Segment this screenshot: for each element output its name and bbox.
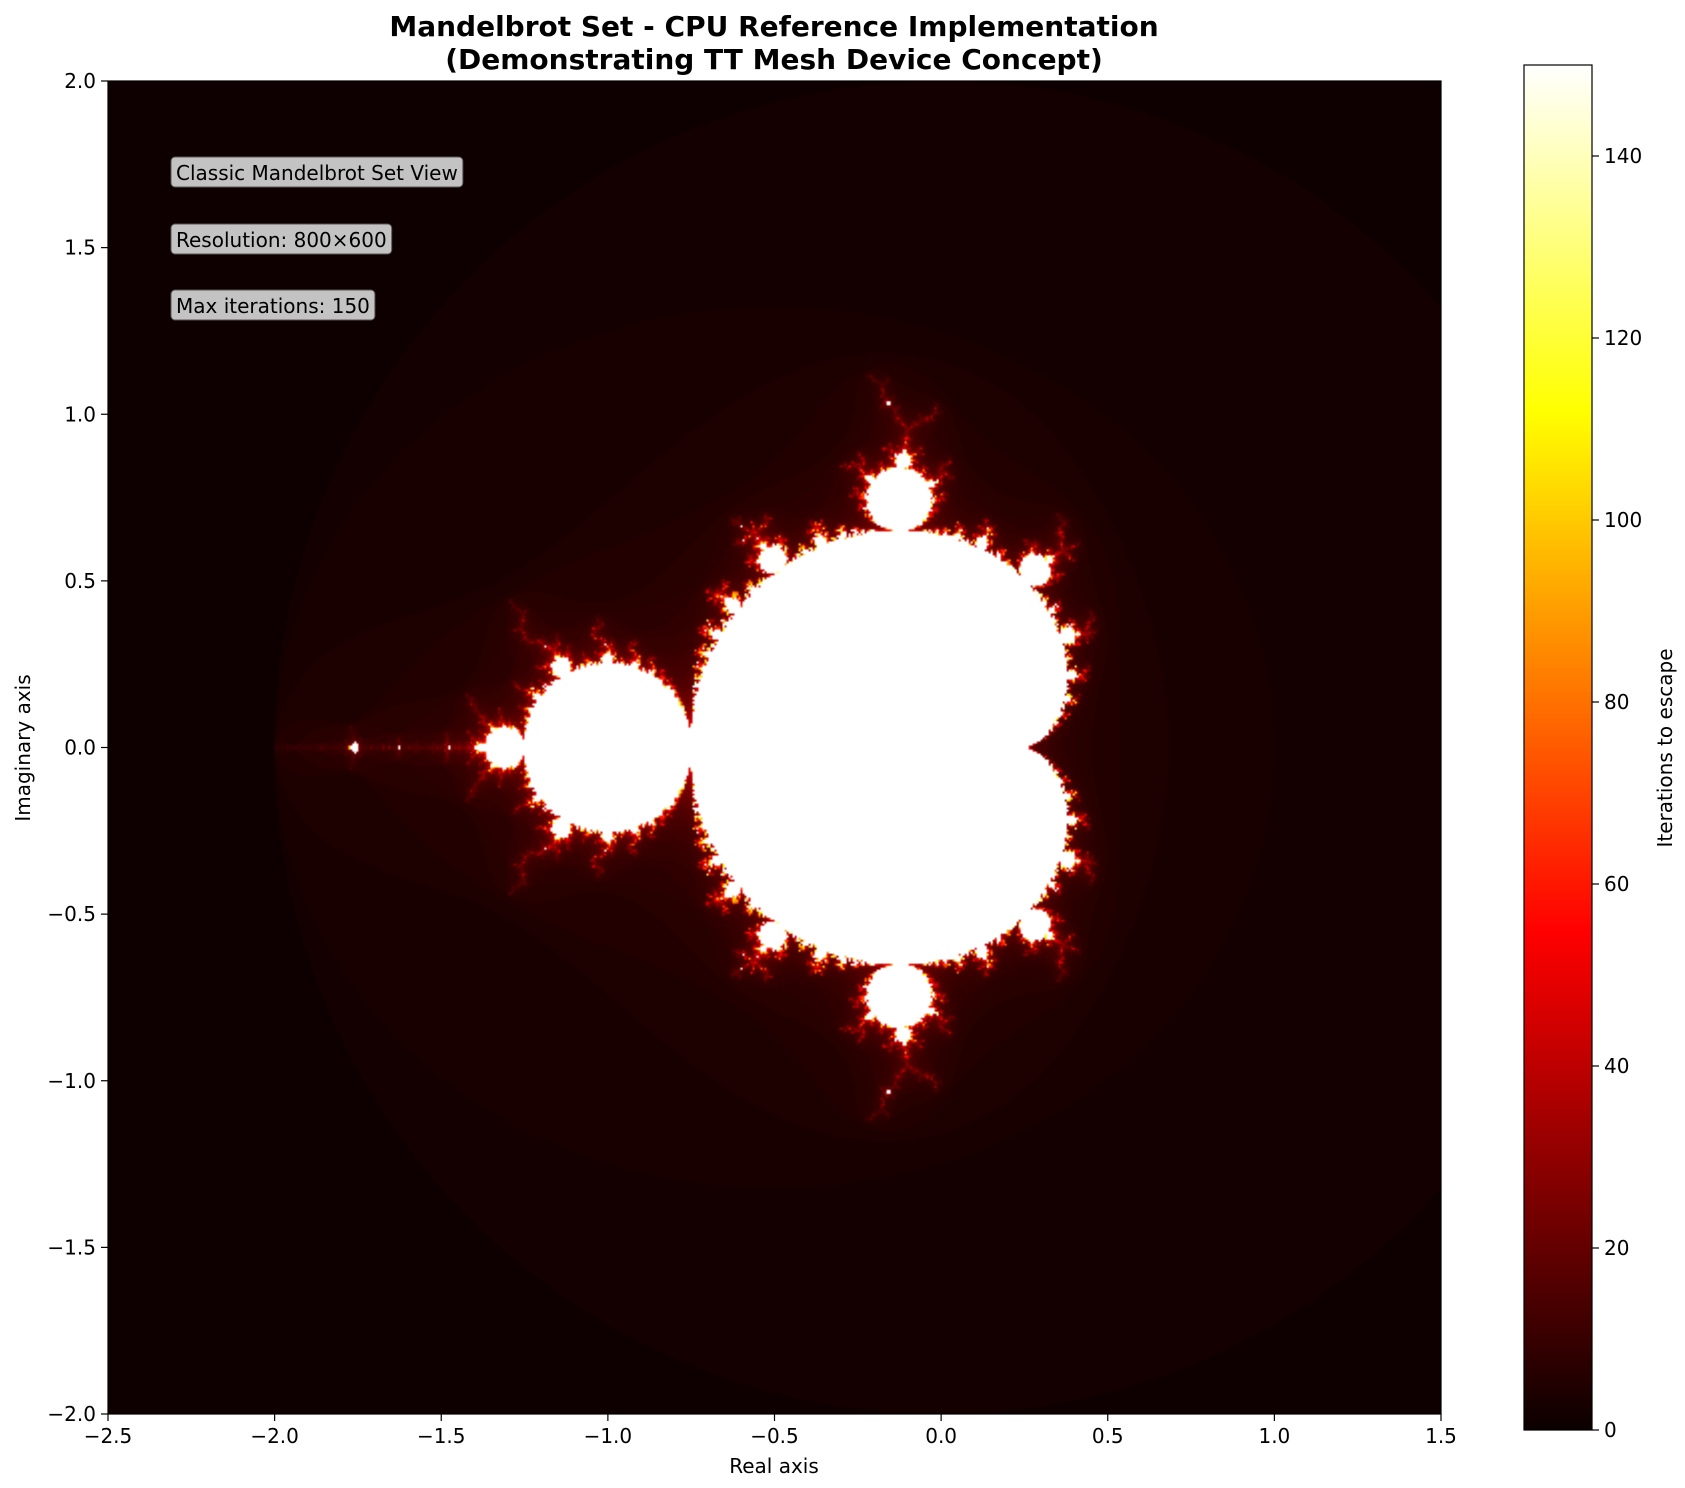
x-axis-ticks: −2.5 −2.0 −1.5 −1.0 −0.5 0.0 0.5 1.0 1.5	[84, 1414, 1457, 1448]
x-tick-label: 0.5	[1092, 1424, 1124, 1448]
y-tick-label: −1.5	[47, 1235, 96, 1259]
mandelbrot-heatmap	[108, 81, 1441, 1414]
x-tick-label: 1.5	[1425, 1424, 1457, 1448]
annotations: Classic Mandelbrot Set View Resolution: 8…	[170, 156, 464, 321]
x-axis-label: Real axis	[729, 1454, 819, 1478]
y-tick-label: 0.0	[64, 736, 96, 760]
y-tick-label: 2.0	[64, 69, 96, 93]
colorbar-tick-label: 80	[1604, 690, 1629, 714]
colorbar-label: Iterations to escape	[1653, 648, 1677, 847]
y-tick-label: 1.0	[64, 402, 96, 426]
annotation-text: Classic Mandelbrot Set View	[176, 161, 458, 185]
x-tick-label: −2.5	[84, 1424, 133, 1448]
y-tick-label: 1.5	[64, 236, 96, 260]
y-tick-label: −1.0	[47, 1069, 96, 1093]
annotation-text: Resolution: 800×600	[176, 228, 387, 252]
x-tick-label: 0.0	[925, 1424, 957, 1448]
x-tick-label: −2.0	[250, 1424, 299, 1448]
x-tick-label: −0.5	[750, 1424, 799, 1448]
annotation-text: Max iterations: 150	[176, 294, 370, 318]
colorbar-gradient	[1523, 64, 1593, 1431]
y-tick-label: 0.5	[64, 569, 96, 593]
y-tick-label: −0.5	[47, 902, 96, 926]
y-axis-label: Imaginary axis	[11, 674, 35, 821]
chart-title-line1: Mandelbrot Set - CPU Reference Implement…	[389, 10, 1158, 43]
colorbar-tick-label: 0	[1604, 1418, 1617, 1442]
x-tick-label: 1.0	[1258, 1424, 1290, 1448]
colorbar-tick-label: 100	[1604, 508, 1642, 532]
colorbar-tick-label: 140	[1604, 144, 1642, 168]
annotation-box: Resolution: 800×600	[170, 223, 393, 255]
colorbar-tick-label: 20	[1604, 1236, 1629, 1260]
colorbar: 0 20 40 60 80 100 120 140 Iterations to escape	[1523, 64, 1677, 1442]
colorbar-ticks: 0 20 40 60 80 100 120 140	[1592, 144, 1642, 1442]
y-tick-label: −2.0	[47, 1402, 96, 1426]
annotation-box: Classic Mandelbrot Set View	[170, 156, 464, 188]
annotation-box: Max iterations: 150	[170, 289, 376, 321]
colorbar-tick-label: 60	[1604, 872, 1629, 896]
x-tick-label: −1.5	[417, 1424, 466, 1448]
plot-area	[107, 80, 1442, 1415]
y-axis-ticks: 2.0 1.5 1.0 0.5 0.0 −0.5 −1.0 −1.5 −2.0	[47, 69, 108, 1426]
colorbar-tick-label: 120	[1604, 326, 1642, 350]
x-tick-label: −1.0	[584, 1424, 633, 1448]
chart-title-line2: (Demonstrating TT Mesh Device Concept)	[445, 43, 1103, 76]
colorbar-tick-label: 40	[1604, 1054, 1629, 1078]
